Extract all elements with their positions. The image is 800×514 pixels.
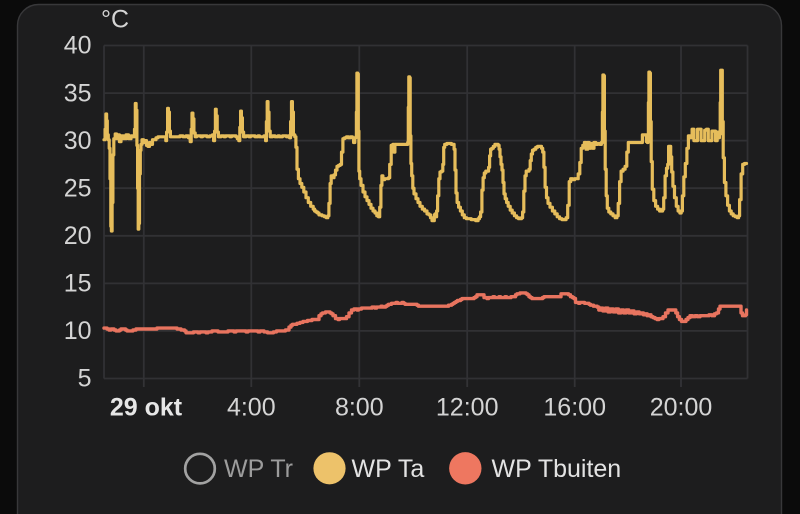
svg-text:WP Tbuiten: WP Tbuiten	[492, 455, 622, 483]
svg-text:5: 5	[78, 365, 92, 393]
svg-text:30: 30	[64, 127, 92, 155]
svg-text:25: 25	[64, 174, 92, 202]
svg-text:35: 35	[64, 79, 92, 107]
svg-text:40: 40	[64, 32, 92, 60]
svg-text:10: 10	[64, 317, 92, 345]
svg-text:29 okt: 29 okt	[110, 394, 183, 422]
svg-text:8:00: 8:00	[335, 394, 384, 422]
svg-text:WP Tr: WP Tr	[224, 455, 293, 483]
svg-text:15: 15	[64, 270, 92, 298]
svg-text:20: 20	[64, 222, 92, 250]
svg-text:20:00: 20:00	[650, 394, 713, 422]
svg-text:4:00: 4:00	[227, 394, 276, 422]
svg-text:WP Ta: WP Ta	[352, 455, 425, 483]
svg-text:°C: °C	[101, 6, 129, 34]
svg-text:16:00: 16:00	[543, 394, 606, 422]
svg-text:12:00: 12:00	[436, 394, 499, 422]
